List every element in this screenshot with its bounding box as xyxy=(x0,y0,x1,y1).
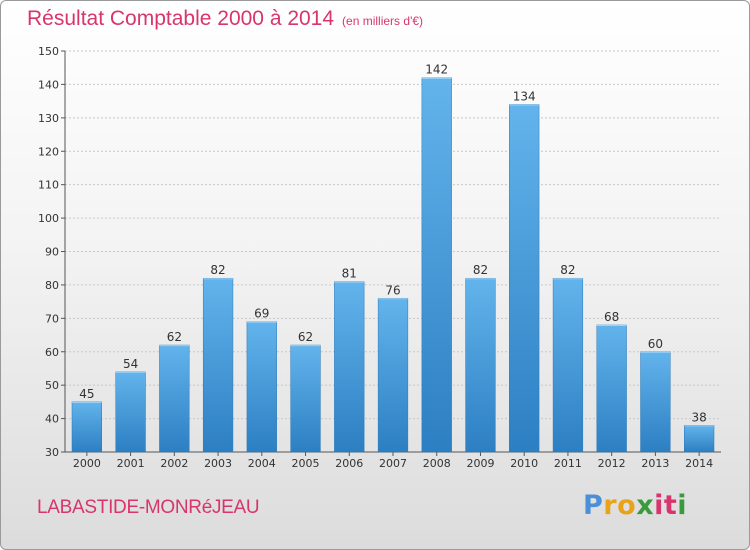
bar-2001 xyxy=(115,371,146,453)
y-tick-label: 60 xyxy=(45,346,59,359)
commune-name: LABASTIDE-MONRéJEAU xyxy=(37,497,260,518)
x-tick-label-2000: 2000 xyxy=(73,457,101,470)
y-tick-label: 80 xyxy=(45,279,59,292)
x-tick-label-2006: 2006 xyxy=(335,457,363,470)
bar-2010 xyxy=(509,104,540,453)
y-tick-label: 30 xyxy=(45,446,59,459)
y-tick-label: 50 xyxy=(45,379,59,392)
value-label-2009: 82 xyxy=(473,263,488,277)
logo-letter: r xyxy=(603,490,618,521)
bar-2007 xyxy=(377,298,409,453)
value-label-2012: 68 xyxy=(604,310,619,324)
x-tick-label-2013: 2013 xyxy=(641,457,669,470)
x-tick-label-2003: 2003 xyxy=(204,457,232,470)
logo-letter: o xyxy=(617,490,637,521)
x-tick-label-2002: 2002 xyxy=(160,457,188,470)
y-tick-label: 70 xyxy=(45,312,59,325)
x-tick-label-2010: 2010 xyxy=(510,457,538,470)
logo-letter: t xyxy=(663,490,678,521)
bar-2011 xyxy=(552,277,584,453)
y-tick-label: 100 xyxy=(38,212,59,225)
x-tick-label-2001: 2001 xyxy=(117,457,145,470)
value-label-2000: 45 xyxy=(79,387,94,401)
value-label-2014: 38 xyxy=(691,410,706,424)
x-tick-label-2009: 2009 xyxy=(466,457,494,470)
value-label-2010: 134 xyxy=(513,89,536,103)
x-tick-label-2008: 2008 xyxy=(423,457,451,470)
bar-2013 xyxy=(640,351,671,453)
x-tick-label-2011: 2011 xyxy=(554,457,582,470)
bar-2014 xyxy=(684,425,715,453)
bar-2006 xyxy=(334,281,365,453)
y-tick-label: 110 xyxy=(38,179,59,192)
value-label-2003: 82 xyxy=(210,263,225,277)
value-label-2001: 54 xyxy=(123,357,138,371)
title-unit: (en milliers d'€) xyxy=(342,14,424,28)
value-label-2011: 82 xyxy=(560,263,575,277)
x-tick-label-2007: 2007 xyxy=(379,457,407,470)
y-tick-label: 130 xyxy=(38,112,59,125)
y-tick-label: 120 xyxy=(38,145,59,158)
bar-2002 xyxy=(159,344,190,453)
value-label-2006: 81 xyxy=(342,267,357,281)
x-tick-label-2012: 2012 xyxy=(598,457,626,470)
value-label-2002: 62 xyxy=(167,330,182,344)
logo-letter: x xyxy=(636,490,655,521)
title-text: Résultat Comptable 2000 à 2014 xyxy=(27,7,335,30)
y-tick-label: 140 xyxy=(38,78,59,91)
x-tick-label-2004: 2004 xyxy=(248,457,276,470)
logo-letter: i xyxy=(677,490,688,521)
y-tick-label: 40 xyxy=(45,413,59,426)
value-label-2005: 62 xyxy=(298,330,313,344)
value-label-2007: 76 xyxy=(385,283,400,297)
data-labels: 45 54 62 82 69 62 81 76 142 82 134 82 68 60 38 xyxy=(79,63,707,425)
x-tick-label-2005: 2005 xyxy=(292,457,320,470)
logo-letter: i xyxy=(654,490,664,521)
proxiti-logo[interactable]: Proxiti xyxy=(583,490,687,521)
bar-2005 xyxy=(290,344,321,453)
y-tick-label: 150 xyxy=(38,45,59,58)
value-label-2008: 142 xyxy=(425,63,448,77)
bar-2003 xyxy=(202,277,234,453)
axes: 30 40 50 60 70 80 90 100 110 120 130 140 150 2000 2001… xyxy=(38,45,721,470)
bar-2012 xyxy=(596,324,627,453)
bar-2008 xyxy=(421,77,452,453)
value-label-2013: 60 xyxy=(648,337,663,351)
bar-2009 xyxy=(465,277,496,453)
bar-2000 xyxy=(71,401,102,453)
y-tick-label: 90 xyxy=(45,246,59,259)
value-label-2004: 69 xyxy=(254,307,269,321)
x-tick-label-2014: 2014 xyxy=(685,457,713,470)
bars xyxy=(71,77,715,453)
logo-letter: P xyxy=(583,490,604,521)
bar-2004 xyxy=(246,321,277,453)
chart-title: Résultat Comptable 2000 à 2014 (en millie… xyxy=(27,7,423,31)
